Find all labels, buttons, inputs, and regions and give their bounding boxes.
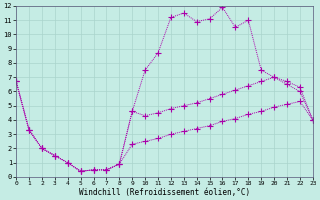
X-axis label: Windchill (Refroidissement éolien,°C): Windchill (Refroidissement éolien,°C)	[79, 188, 250, 197]
